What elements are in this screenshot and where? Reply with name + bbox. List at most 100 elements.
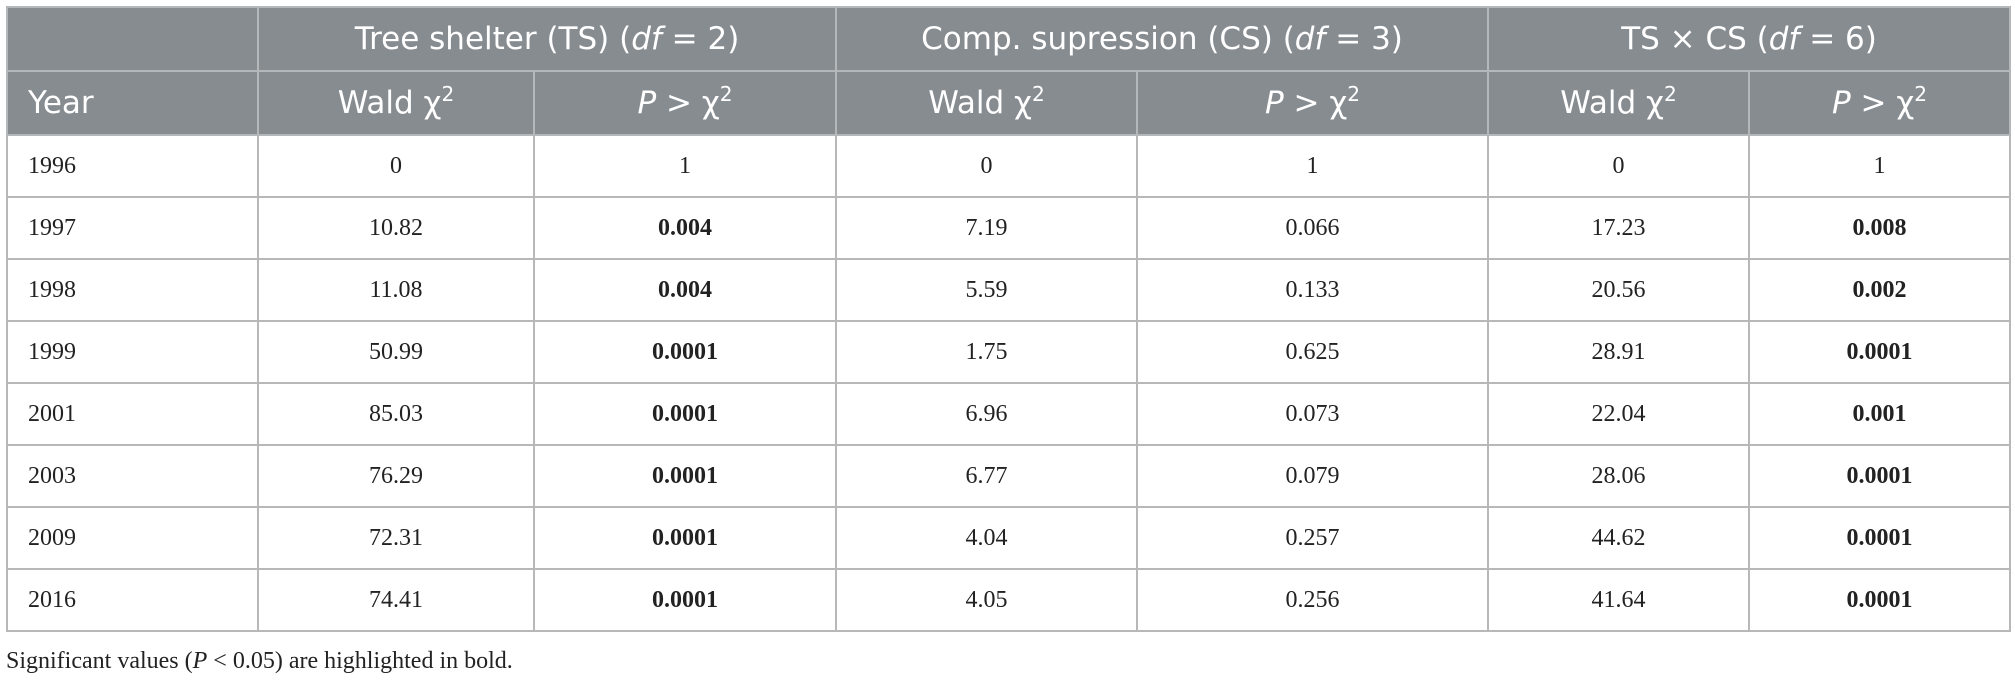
table-cell: 0.0001	[532, 506, 838, 570]
table-cell: 0.0001	[532, 320, 838, 384]
column-header: Wald χ2	[835, 70, 1139, 136]
table-cell: 0.256	[1136, 568, 1490, 632]
table-cell: 41.64	[1487, 568, 1751, 632]
table-cell: 0	[257, 134, 535, 198]
table-cell: 0.066	[1136, 196, 1490, 260]
text-part: 2	[1031, 81, 1045, 106]
table-row: 1997 10.82 0.004 7.19 0.066 17.23 0.008	[6, 196, 2012, 260]
text-part: P	[1831, 85, 1851, 121]
table-cell: 0.0001	[1748, 444, 2012, 508]
text-part: Wald χ	[1560, 85, 1664, 121]
table-cell: 1	[532, 134, 838, 198]
text-part: = 2)	[661, 21, 740, 57]
text-part: 2	[719, 81, 733, 106]
table-cell: 2003	[6, 444, 259, 508]
text-part: = 6)	[1799, 21, 1877, 57]
text-part: 2	[1663, 81, 1677, 106]
text-part: Year	[28, 85, 94, 121]
table-cell: 0.0001	[1748, 568, 2012, 632]
table-cell: 0.0001	[532, 568, 838, 632]
text-part: Comp. supression (CS) (	[921, 21, 1295, 57]
text-part: Wald χ	[928, 85, 1032, 121]
table-cell: 2001	[6, 382, 259, 446]
table-row: 1999 50.99 0.0001 1.75 0.625 28.91 0.0001	[6, 320, 2012, 384]
table-row: 2009 72.31 0.0001 4.04 0.257 44.62 0.0001	[6, 506, 2012, 570]
table-cell: 1996	[6, 134, 259, 198]
text-part: < 0.05) are highlighted in bold.	[207, 648, 513, 674]
table-cell: 0.0001	[1748, 320, 2012, 384]
group-header: TS × CS (df = 6)	[1487, 6, 2012, 72]
text-part: P	[1264, 85, 1284, 121]
header-row: Year Wald χ2 P > χ2 Wald χ2 P > χ2 Wald χ2 P >…	[6, 70, 2012, 136]
header-cell	[6, 6, 259, 72]
table-cell: 0	[1487, 134, 1751, 198]
table-cell: 76.29	[257, 444, 535, 508]
column-header: Wald χ2	[257, 70, 535, 136]
table-cell: 0.002	[1748, 258, 2012, 322]
text-part: TS × CS (	[1621, 21, 1769, 57]
text-part: > χ	[1850, 85, 1915, 121]
text-part: 2	[1914, 81, 1928, 106]
table-cell: 4.04	[835, 506, 1139, 570]
column-header: P > χ2	[532, 70, 838, 136]
table-cell: 0.004	[532, 196, 838, 260]
footnote: Significant values (P < 0.05) are highli…	[6, 648, 513, 675]
table-cell: 28.91	[1487, 320, 1751, 384]
table-cell: 4.05	[835, 568, 1139, 632]
table-body: 1996 0 1 0 1 0 1 1997 10.82 0.004 7.19 0.066 17.23 0.…	[6, 134, 2012, 632]
table-cell: 74.41	[257, 568, 535, 632]
table-cell: 44.62	[1487, 506, 1751, 570]
text-part: = 3)	[1325, 21, 1403, 57]
table-cell: 0.073	[1136, 382, 1490, 446]
table-cell: 0.004	[532, 258, 838, 322]
table-cell: 2016	[6, 568, 259, 632]
table-cell: 7.19	[835, 196, 1139, 260]
header-row: Tree shelter (TS) (df = 2) Comp. supressi…	[6, 6, 2012, 72]
group-header: Comp. supression (CS) (df = 3)	[835, 6, 1490, 72]
table-cell: 0.001	[1748, 382, 2012, 446]
column-header: P > χ2	[1748, 70, 2012, 136]
table-cell: 20.56	[1487, 258, 1751, 322]
table-cell: 0.133	[1136, 258, 1490, 322]
table-cell: 10.82	[257, 196, 535, 260]
table-cell: 11.08	[257, 258, 535, 322]
table-cell: 2009	[6, 506, 259, 570]
text-part: 2	[441, 81, 455, 106]
table-cell: 6.96	[835, 382, 1139, 446]
column-header: Year	[6, 70, 259, 136]
text-part: P	[192, 648, 208, 674]
text-part: > χ	[1283, 85, 1348, 121]
table-cell: 0.625	[1136, 320, 1490, 384]
text-part: Wald χ	[337, 85, 442, 121]
table-cell: 1	[1748, 134, 2012, 198]
text-part: Significant values (	[6, 648, 193, 674]
table-cell: 0	[835, 134, 1139, 198]
table-cell: 22.04	[1487, 382, 1751, 446]
table-cell: 72.31	[257, 506, 535, 570]
table-cell: 28.06	[1487, 444, 1751, 508]
table-cell: 0.0001	[1748, 506, 2012, 570]
table-cell: 0.079	[1136, 444, 1490, 508]
table-row: 2003 76.29 0.0001 6.77 0.079 28.06 0.0001	[6, 444, 2012, 508]
text-part: > χ	[656, 85, 720, 121]
text-part: df	[631, 21, 662, 57]
table-header: Tree shelter (TS) (df = 2) Comp. supressi…	[6, 6, 2012, 136]
table-cell: 1997	[6, 196, 259, 260]
column-header: P > χ2	[1136, 70, 1490, 136]
table-cell: 5.59	[835, 258, 1139, 322]
table-cell: 1998	[6, 258, 259, 322]
table-cell: 17.23	[1487, 196, 1751, 260]
group-header: Tree shelter (TS) (df = 2)	[256, 6, 838, 72]
text-part: P	[637, 85, 657, 121]
table-cell: 85.03	[257, 382, 535, 446]
stats-table: Tree shelter (TS) (df = 2) Comp. supressi…	[6, 6, 2012, 632]
table-row: 1996 0 1 0 1 0 1	[6, 134, 2012, 198]
table-cell: 1999	[6, 320, 259, 384]
table-cell: 0.008	[1748, 196, 2012, 260]
table-cell: 0.0001	[532, 382, 838, 446]
table-row: 1998 11.08 0.004 5.59 0.133 20.56 0.002	[6, 258, 2012, 322]
table-cell: 1.75	[835, 320, 1139, 384]
column-header: Wald χ2	[1487, 70, 1751, 136]
table-row: 2001 85.03 0.0001 6.96 0.073 22.04 0.001	[6, 382, 2012, 446]
